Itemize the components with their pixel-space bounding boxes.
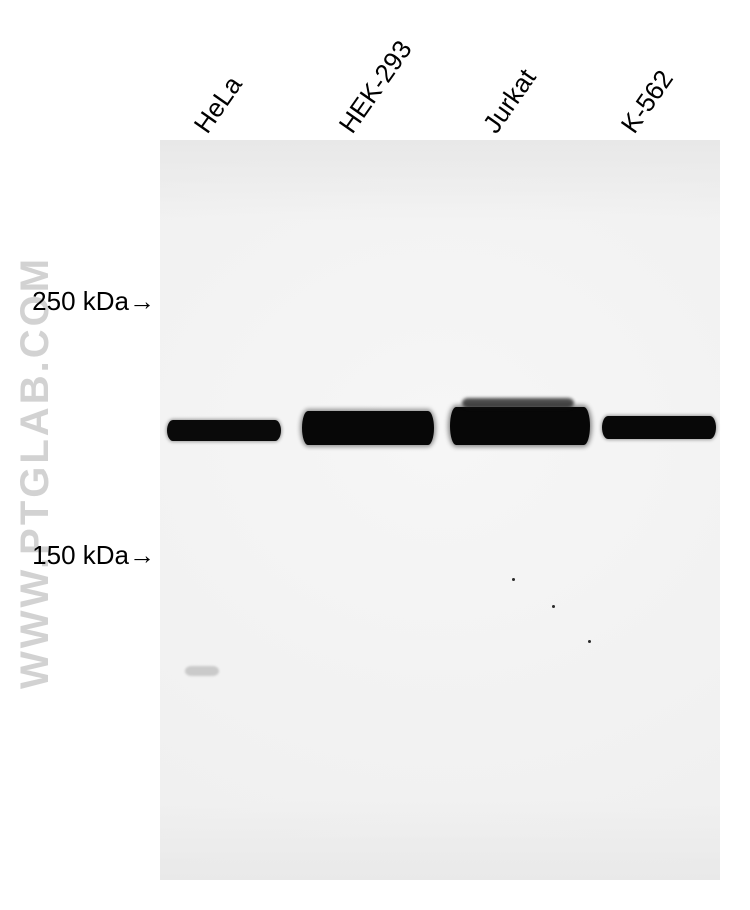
blot-shade-bottom <box>160 800 720 880</box>
band-lane-2 <box>302 411 434 445</box>
band-lane-3 <box>450 407 590 445</box>
band-lane-1 <box>167 420 281 441</box>
band-lane-4 <box>602 416 716 439</box>
lane-label: Jurkat <box>477 63 543 139</box>
speck <box>512 578 515 581</box>
blot-figure: WWW.PTGLAB.COM HeLa HEK-293 Jurkat K-562… <box>0 0 750 910</box>
watermark-text: WWW.PTGLAB.COM <box>13 256 58 689</box>
lane-label: HEK-293 <box>333 35 419 139</box>
mw-marker: 150 kDa→ <box>32 540 155 571</box>
speck <box>588 640 591 643</box>
faint-band <box>185 666 219 676</box>
band-lane-3-smudge <box>462 398 574 408</box>
blot-membrane <box>160 140 720 880</box>
mw-marker: 250 kDa→ <box>32 286 155 317</box>
speck <box>552 605 555 608</box>
lane-label: K-562 <box>615 64 680 139</box>
blot-shade-top <box>160 140 720 220</box>
lane-label: HeLa <box>188 70 249 139</box>
